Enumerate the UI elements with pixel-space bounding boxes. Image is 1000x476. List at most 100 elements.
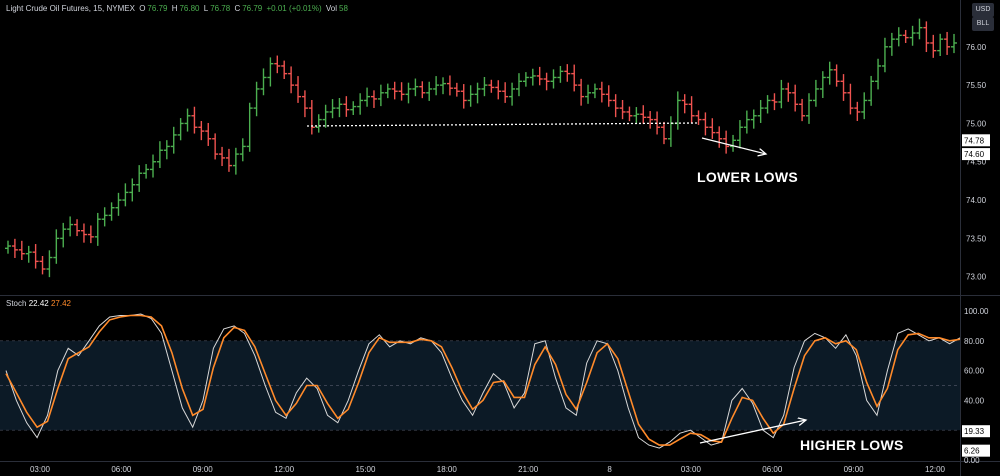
- stoch-d-line: [5, 314, 961, 446]
- ohlc-bar: [232, 147, 239, 175]
- higher-lows-arrow: [699, 420, 806, 444]
- ohlc-bar: [453, 82, 460, 97]
- ohlc-bar: [495, 80, 502, 100]
- lower-lows-arrow: [701, 137, 766, 154]
- ohlc-bar: [578, 78, 585, 106]
- stoch-tick-label: 60.00: [964, 367, 985, 376]
- ohlc-bar: [184, 108, 191, 132]
- ohlc-bar: [598, 81, 605, 103]
- ohlc-bar: [799, 98, 806, 122]
- vol-value: 58: [339, 4, 348, 13]
- time-tick-label: 03:00: [681, 465, 702, 474]
- open-value: 76.79: [147, 4, 168, 13]
- time-tick-label: 09:00: [193, 465, 214, 474]
- ohlc-bar: [94, 212, 101, 246]
- ohlc-bar: [564, 64, 571, 82]
- ohlc-bar: [246, 102, 253, 152]
- ohlc-bar: [115, 192, 122, 216]
- price-badge: [962, 134, 990, 147]
- ohlc-bar: [709, 118, 716, 139]
- ohlc-bar: [308, 99, 315, 135]
- ohlc-bar: [502, 82, 509, 103]
- ohlc-bar: [688, 96, 695, 123]
- ohlc-bar: [53, 229, 60, 264]
- ohlc-bar: [515, 73, 522, 97]
- ohlc-bar: [398, 82, 405, 101]
- ohlc-bar: [626, 106, 633, 122]
- ohlc-bar: [847, 83, 854, 115]
- ohlc-bar: [260, 68, 267, 96]
- ohlc-bar: [833, 64, 840, 87]
- time-tick-label: 06:00: [111, 465, 132, 474]
- price-badge: [962, 148, 990, 161]
- ohlc-bar: [67, 216, 74, 237]
- ohlc-bar: [812, 79, 819, 107]
- time-tick-label: 03:00: [30, 465, 51, 474]
- ohlc-bar: [695, 110, 702, 125]
- ohlc-bar: [267, 57, 274, 87]
- ohlc-bar: [191, 106, 198, 134]
- stoch-d-value: 27.42: [50, 299, 71, 308]
- ohlc-bar: [129, 178, 136, 202]
- ohlc-bar: [108, 202, 115, 221]
- close-value: 76.79: [242, 4, 263, 13]
- unit-button[interactable]: BLL: [972, 17, 994, 31]
- ohlc-bar: [619, 99, 626, 120]
- ohlc-bar: [32, 244, 39, 269]
- time-tick-label: 18:00: [437, 465, 458, 474]
- ohlc-bar: [778, 79, 785, 109]
- ohlc-bar: [225, 148, 232, 172]
- ohlc-bar: [474, 82, 481, 104]
- ohlc-bar: [163, 140, 170, 160]
- price-badge-label: 74.78: [964, 136, 985, 145]
- ohlc-bar: [5, 240, 11, 254]
- ohlc-bar: [80, 223, 87, 243]
- ohlc-bar: [757, 99, 764, 123]
- ohlc-bar: [902, 29, 909, 43]
- currency-button[interactable]: USD: [972, 3, 994, 17]
- ohlc-bar: [736, 120, 743, 149]
- ohlc-bar: [647, 111, 654, 129]
- price-tick-label: 75.00: [966, 119, 987, 128]
- ohlc-bar: [170, 126, 177, 154]
- ohlc-bar: [315, 114, 322, 133]
- low-value: 76.78: [210, 4, 231, 13]
- ohlc-bar: [591, 83, 598, 99]
- ohlc-bar: [716, 126, 723, 148]
- ohlc-bar: [930, 34, 937, 58]
- stoch-tick-label: 40.00: [964, 396, 985, 405]
- ohlc-bar: [785, 82, 792, 102]
- ohlc-bar: [281, 60, 288, 79]
- vol-label: Vol: [325, 4, 338, 13]
- price-badge-label: 74.60: [964, 150, 985, 159]
- ohlc-bar: [612, 94, 619, 118]
- price-tick-label: 74.00: [966, 196, 987, 205]
- high-value: 76.80: [179, 4, 200, 13]
- ohlc-bar: [937, 33, 944, 57]
- ohlc-bar: [39, 255, 46, 275]
- ohlc-bar: [557, 65, 564, 83]
- stoch-badge: [962, 444, 990, 457]
- ohlc-bar: [446, 75, 453, 96]
- ohlc-bar: [944, 31, 951, 55]
- ohlc-bar: [295, 76, 302, 103]
- time-tick-label: 06:00: [762, 465, 783, 474]
- symbol-legend: Light Crude Oil Futures, 15, NYMEX O 76.7…: [6, 4, 350, 13]
- ohlc-bar: [743, 110, 750, 134]
- ohlc-bar: [819, 71, 826, 98]
- stoch-k-line: [5, 313, 961, 449]
- ohlc-bar: [412, 78, 419, 97]
- ohlc-bar: [792, 84, 799, 112]
- ohlc-bar: [868, 75, 875, 106]
- ohlc-bar: [522, 72, 529, 87]
- ohlc-bar: [861, 92, 868, 120]
- ohlc-bar: [895, 27, 902, 47]
- support-dotted-line: [306, 122, 699, 127]
- ohlc-bar: [136, 165, 143, 192]
- price-tick-label: 75.50: [966, 81, 987, 90]
- ohlc-bar: [571, 64, 578, 92]
- ohlc-bar: [888, 32, 895, 56]
- ohlc-bar: [11, 238, 18, 258]
- ohlc-series: [5, 18, 957, 278]
